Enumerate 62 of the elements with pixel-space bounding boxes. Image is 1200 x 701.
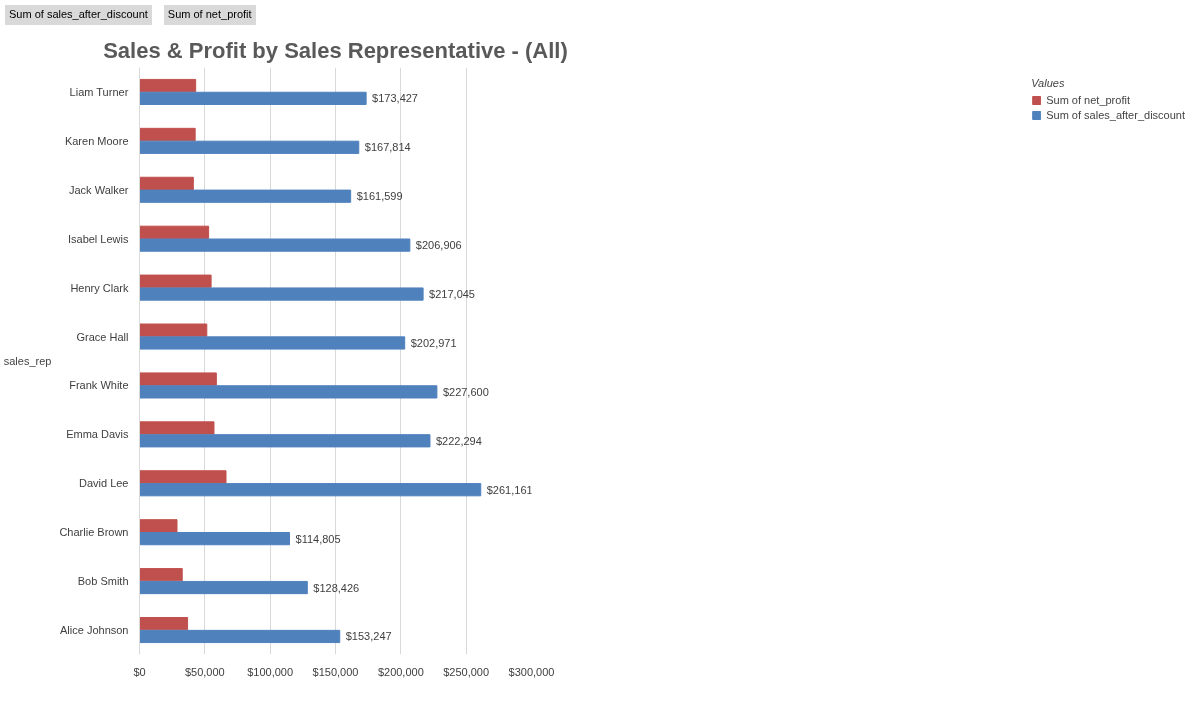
bar (139, 238, 411, 252)
bar (139, 482, 482, 497)
bar (139, 274, 212, 288)
data-label: $222,294 (435, 434, 482, 447)
y-tick-label: Frank White (69, 379, 129, 392)
bar (139, 323, 208, 337)
bar (139, 629, 341, 643)
x-tick-label: $200,000 (377, 665, 424, 678)
y-tick-label: Liam Turner (69, 85, 129, 98)
y-tick-label: Henry Clark (70, 281, 129, 294)
x-tick-label: $300,000 (508, 665, 555, 678)
bar (139, 176, 194, 190)
bar (139, 384, 438, 399)
bar (139, 336, 406, 350)
data-label: $227,600 (442, 385, 489, 398)
x-tick-label: $150,000 (312, 665, 359, 678)
bar (139, 78, 197, 92)
chart-title: Sales & Profit by Sales Representative - (All) (103, 37, 568, 63)
text: Sum of sales_after_discount (9, 7, 148, 22)
data-label: $173,427 (372, 92, 418, 105)
data-label: $206,906 (415, 238, 462, 251)
y-tick-label: Isabel Lewis (67, 232, 129, 245)
bar (139, 91, 367, 105)
bar (139, 580, 308, 594)
data-label: $128,426 (313, 581, 360, 594)
y-tick-label: Charlie Brown (59, 525, 129, 538)
y-axis-title: sales_rep (3, 354, 52, 367)
data-label: $161,599 (356, 189, 403, 202)
bar (139, 127, 196, 141)
y-tick-label: Alice Johnson (60, 623, 129, 636)
legend-label: Sum of net_profit (1046, 93, 1130, 106)
text: Sum of net_profit (167, 7, 252, 22)
data-label: $167,814 (364, 141, 411, 153)
y-tick-label: Jack Walker (69, 183, 129, 196)
bar (139, 469, 227, 484)
x-tick-label: $50,000 (184, 665, 225, 678)
bar (139, 225, 210, 239)
bar (139, 531, 291, 545)
bar (139, 616, 189, 630)
bar (139, 433, 431, 448)
bar (139, 567, 183, 582)
y-tick-label: David Lee (78, 476, 129, 489)
data-label: $153,247 (345, 630, 392, 643)
bar (139, 421, 215, 435)
y-tick-label: Emma Davis (66, 428, 129, 441)
bar (139, 372, 217, 386)
legend-title: Values (1031, 76, 1066, 89)
data-label: $202,971 (410, 336, 457, 349)
x-tick-label: $100,000 (247, 665, 294, 678)
legend-label: Sum of sales_after_discount (1046, 108, 1185, 121)
bar (139, 518, 178, 533)
data-label: $217,045 (429, 287, 475, 300)
data-label: $114,805 (295, 532, 341, 545)
bar (139, 287, 424, 301)
data-label: $261,161 (486, 483, 533, 496)
bar (139, 140, 360, 154)
x-tick-label: $0 (133, 665, 146, 678)
x-tick-label: $250,000 (443, 665, 490, 678)
y-tick-label: Karen Moore (64, 134, 129, 147)
y-tick-label: Bob Smith (77, 574, 129, 587)
bar (139, 189, 352, 203)
y-tick-label: Grace Hall (76, 330, 129, 343)
